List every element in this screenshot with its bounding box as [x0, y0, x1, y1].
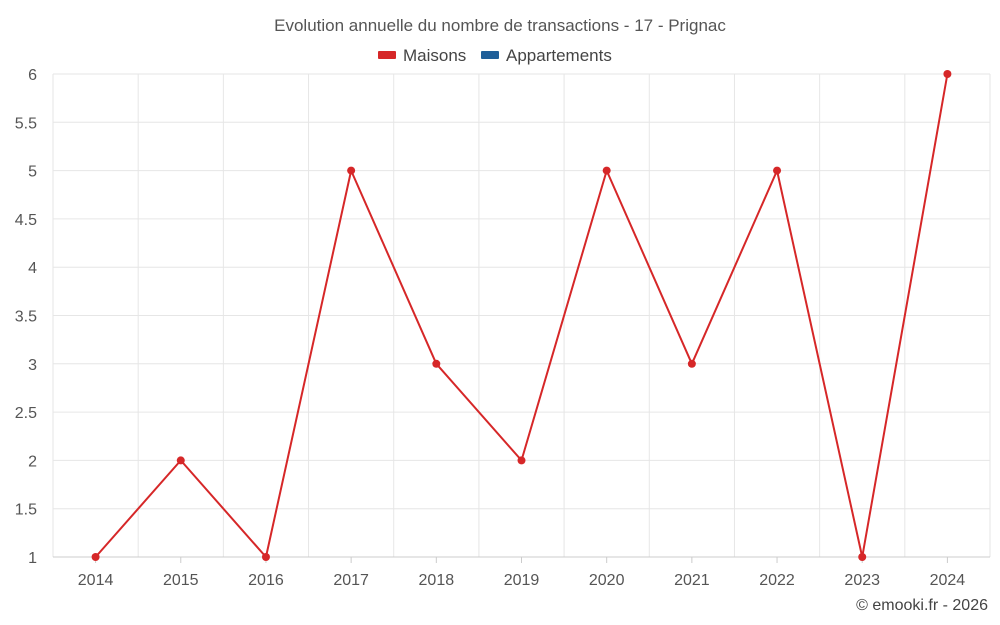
x-tick-label: 2017	[333, 572, 369, 589]
x-tick-label: 2022	[759, 572, 795, 589]
legend-item-appartements[interactable]: Appartements	[481, 46, 612, 65]
data-point[interactable]	[261, 553, 270, 561]
data-point[interactable]	[176, 456, 185, 465]
x-tick-label: 2024	[930, 572, 966, 589]
legend: Maisons Appartements	[378, 46, 612, 65]
data-point[interactable]	[687, 359, 696, 368]
credit-text: © emooki.fr - 2026	[856, 597, 988, 614]
x-tick-label: 2021	[674, 572, 710, 589]
y-tick-label: 1	[28, 550, 37, 567]
legend-label-appartements: Appartements	[506, 46, 612, 65]
legend-item-maisons[interactable]: Maisons	[378, 46, 466, 65]
legend-label-maisons: Maisons	[403, 46, 466, 65]
series-maisons	[91, 70, 952, 561]
x-tick-label: 2018	[419, 572, 455, 589]
grid	[52, 73, 991, 558]
legend-swatch-appartements	[481, 51, 499, 59]
y-axis-ticks: 1 1.5 2 2.5 3 3.5 4 4.5 5 5.5 6	[15, 67, 37, 567]
data-point[interactable]	[943, 70, 952, 78]
x-tick-label: 2019	[504, 572, 540, 589]
x-tick-label: 2014	[78, 572, 114, 589]
y-tick-label: 2.5	[15, 405, 37, 422]
y-tick-label: 5	[28, 164, 37, 181]
data-point[interactable]	[347, 166, 356, 175]
y-tick-label: 3	[28, 357, 37, 374]
y-tick-label: 4.5	[15, 212, 37, 229]
legend-swatch-maisons	[378, 51, 396, 59]
x-tick-label: 2020	[589, 572, 625, 589]
y-tick-label: 1.5	[15, 502, 37, 519]
data-point[interactable]	[432, 359, 441, 368]
y-tick-label: 4	[28, 260, 37, 277]
y-tick-label: 6	[28, 67, 37, 84]
data-point[interactable]	[91, 553, 100, 561]
data-point[interactable]	[517, 456, 526, 465]
y-tick-label: 2	[28, 453, 37, 470]
data-point[interactable]	[773, 166, 782, 175]
y-tick-label: 5.5	[15, 115, 37, 132]
x-axis-ticks: 2014 2015 2016 2017 2018 2019 2020 2021 2022 2023…	[78, 557, 966, 589]
x-tick-label: 2023	[844, 572, 880, 589]
x-tick-label: 2015	[163, 572, 199, 589]
chart-title: Evolution annuelle du nombre de transact…	[274, 16, 726, 35]
data-point[interactable]	[858, 553, 867, 561]
x-tick-label: 2016	[248, 572, 284, 589]
y-tick-label: 3.5	[15, 309, 37, 326]
data-point[interactable]	[602, 166, 611, 175]
